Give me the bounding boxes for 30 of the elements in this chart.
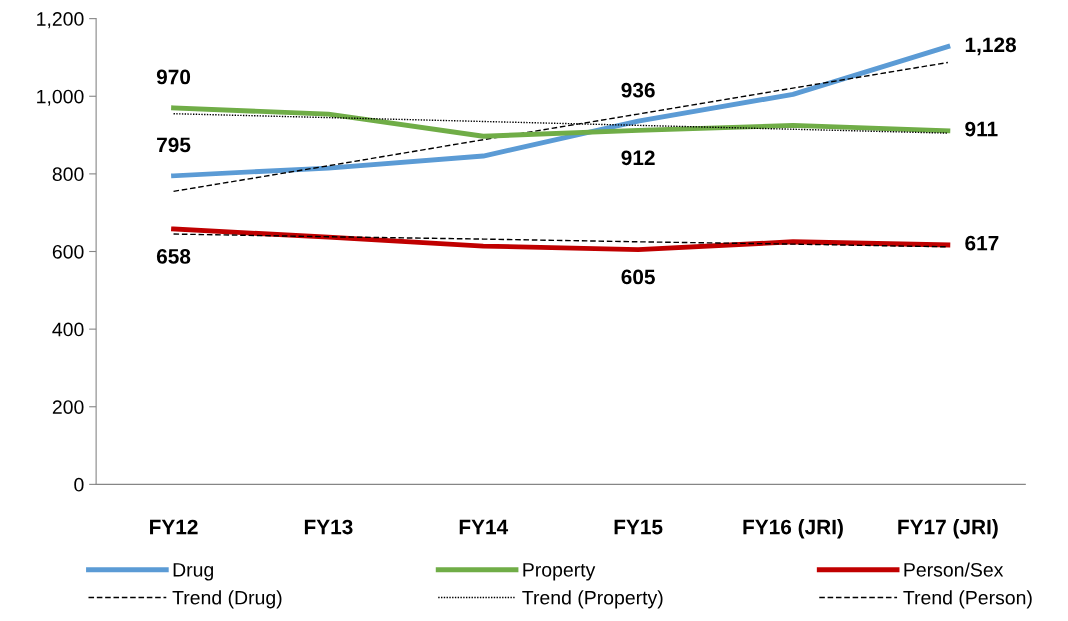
y-tick-label: 600 [52,244,84,259]
legend-label: Trend (Property) [522,590,663,609]
data-label: 617 [965,235,999,251]
data-label: 936 [621,82,655,98]
data-label: 658 [156,248,191,264]
data-label: 1,128 [965,37,1017,56]
data-label: 911 [965,121,998,137]
y-tick-label: 0 [74,477,84,492]
x-tick-label: FY17 (JRI) [898,519,998,539]
legend-label: Trend (Drug) [172,590,282,609]
x-tick-label: FY15 [614,519,663,535]
legend-label: Trend (Person) [903,590,1032,609]
legend-label: Drug [173,563,213,581]
data-label: 795 [157,137,191,153]
legend-label: Person/Sex [904,562,1004,577]
y-tick-label: 1,200 [37,12,84,29]
y-tick-label: 400 [52,322,84,337]
line-series [172,233,949,248]
y-tick-label: 200 [52,400,84,414]
x-tick-label: FY12 [150,519,198,535]
x-tick-label: FY16 (JRI) [743,519,843,539]
legend-label: Property [523,563,596,581]
line-series [171,105,951,139]
data-label: 605 [621,269,655,285]
data-label: 912 [621,150,655,166]
y-tick-label: 1,000 [37,89,84,106]
y-tick-label: 800 [52,167,84,182]
x-tick-label: FY13 [304,519,353,535]
x-tick-label: FY14 [459,519,509,535]
data-label: 970 [156,69,191,85]
